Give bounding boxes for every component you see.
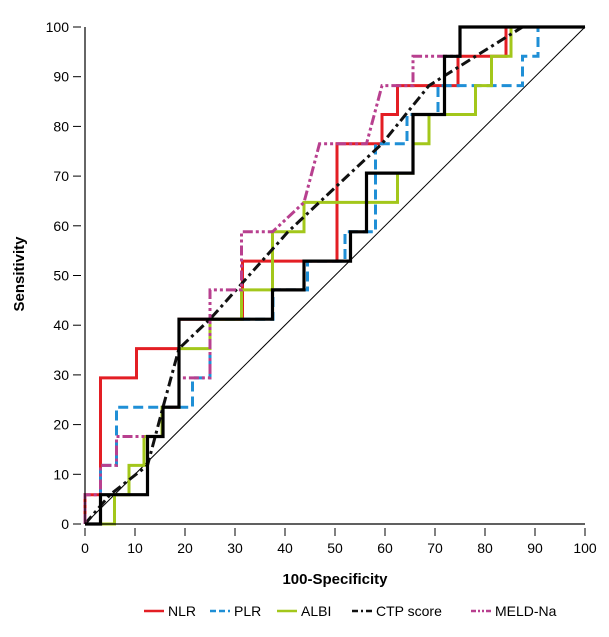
x-tick-label: 70 bbox=[427, 540, 443, 556]
y-tick-label: 90 bbox=[53, 69, 69, 85]
series-line-unlabeled-5 bbox=[85, 25, 585, 526]
x-tick-label: 90 bbox=[527, 540, 543, 556]
series-line-meld-na bbox=[83, 25, 585, 524]
y-tick-label: 70 bbox=[53, 168, 69, 184]
x-tick-label: 60 bbox=[377, 540, 393, 556]
legend-label: ALBI bbox=[301, 603, 331, 619]
y-tick-label: 0 bbox=[61, 516, 69, 532]
y-tick-label: 50 bbox=[53, 268, 69, 284]
x-tick-label: 80 bbox=[477, 540, 493, 556]
legend-label: MELD-Na bbox=[495, 603, 557, 619]
x-tick-label: 40 bbox=[277, 540, 293, 556]
x-tick-label: 0 bbox=[81, 540, 89, 556]
series-line-nlr bbox=[83, 25, 585, 524]
reference-line-group bbox=[84, 26, 586, 525]
y-tick-label: 80 bbox=[53, 118, 69, 134]
series-line-albi bbox=[85, 25, 585, 526]
y-tick-label: 60 bbox=[53, 218, 69, 234]
axes-group bbox=[84, 27, 585, 525]
y-tick-label: 100 bbox=[46, 19, 70, 35]
x-tick-label: 10 bbox=[127, 540, 143, 556]
y-tick-label: 40 bbox=[53, 317, 69, 333]
reference-diagonal-line bbox=[84, 26, 586, 525]
legend-label: CTP score bbox=[376, 603, 442, 619]
x-tick-label: 100 bbox=[573, 540, 597, 556]
x-axis-title: 100-Specificity bbox=[282, 571, 388, 588]
y-tick-label: 20 bbox=[53, 417, 69, 433]
legend-label: NLR bbox=[168, 603, 196, 619]
x-tick-label: 20 bbox=[177, 540, 193, 556]
legend: NLR PLR ALBI CTP score MELD-Na bbox=[144, 603, 557, 619]
y-axis-title: Sensitivity bbox=[11, 236, 28, 312]
series-group bbox=[83, 25, 585, 526]
y-tick-label: 30 bbox=[53, 367, 69, 383]
ticks-group: 0 10 20 30 40 50 60 70 80 90 100 0 10 20 30 40 50 60 70 80 9… bbox=[46, 19, 597, 556]
y-tick-label: 10 bbox=[53, 466, 69, 482]
x-tick-label: 50 bbox=[327, 540, 343, 556]
legend-label: PLR bbox=[234, 603, 261, 619]
x-tick-label: 30 bbox=[227, 540, 243, 556]
